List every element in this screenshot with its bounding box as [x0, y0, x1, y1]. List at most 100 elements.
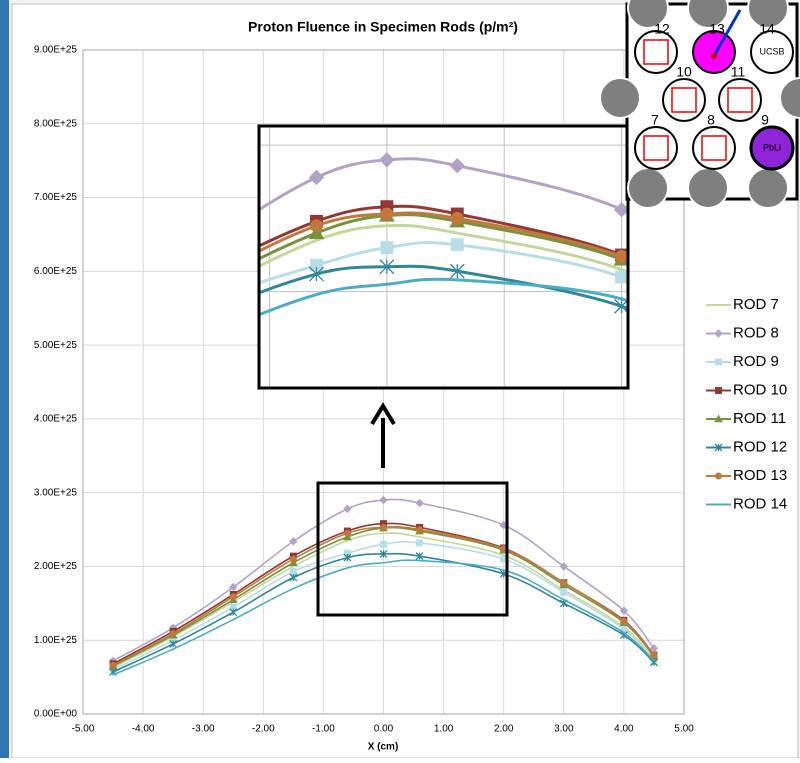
- grey-rod: [627, 167, 669, 209]
- x-tick-label: -2.00: [252, 724, 275, 735]
- marker: [229, 608, 238, 617]
- marker: [289, 573, 298, 582]
- rod-specimen: [643, 135, 669, 161]
- marker: [229, 582, 238, 592]
- y-tick-label: 6.00E+25: [34, 266, 78, 277]
- inset-series-line: [259, 223, 628, 274]
- marker: [650, 651, 658, 659]
- grey-rod: [687, 0, 729, 29]
- marker: [560, 579, 568, 587]
- marker: [715, 358, 722, 366]
- marker: [289, 568, 297, 576]
- x-tick-label: 3.00: [554, 724, 574, 735]
- series-line: [112, 532, 655, 669]
- grey-rod: [599, 77, 641, 119]
- marker: [559, 562, 569, 571]
- marker: [379, 495, 388, 505]
- x-tick-label: -3.00: [192, 724, 215, 735]
- series-line: [112, 559, 655, 676]
- grey-rod: [627, 0, 669, 29]
- rod: [749, 125, 795, 171]
- y-tick-label: 3.00E+25: [34, 487, 78, 498]
- inset-series-line: [259, 277, 628, 317]
- legend-label: ROD 8: [733, 324, 779, 341]
- rod-number: 10: [676, 64, 692, 80]
- marker: [169, 630, 177, 638]
- marker: [289, 555, 297, 563]
- rod-number: 13: [709, 21, 725, 37]
- marker: [229, 593, 237, 601]
- marker: [714, 443, 723, 452]
- x-tick-label: 4.00: [614, 724, 634, 735]
- marker: [450, 211, 464, 225]
- legend-label: ROD 7: [733, 296, 779, 313]
- x-tick-label: 5.00: [674, 724, 694, 735]
- probe: [712, 9, 742, 57]
- x-tick-label: -4.00: [132, 724, 155, 735]
- marker: [620, 617, 628, 625]
- marker: [109, 661, 117, 669]
- grey-rod: [747, 167, 789, 209]
- y-tick-label: 4.00E+25: [34, 414, 78, 425]
- marker: [310, 219, 323, 233]
- marker: [380, 540, 387, 548]
- zoom-box: [316, 481, 509, 617]
- rod-number: 9: [761, 112, 769, 128]
- marker: [343, 553, 352, 562]
- rod: [634, 126, 678, 170]
- rod: [718, 78, 762, 122]
- inset-frame: [257, 124, 630, 390]
- marker: [450, 238, 464, 252]
- rod-specimen: [643, 39, 669, 65]
- marker: [289, 537, 298, 546]
- plot: [108, 495, 659, 676]
- marker: [416, 526, 424, 534]
- marker: [715, 472, 722, 480]
- inset: [259, 126, 628, 388]
- rod: [750, 30, 794, 74]
- marker: [714, 414, 723, 423]
- probe-tip: [711, 53, 717, 59]
- rod-specimen: [727, 87, 753, 113]
- inset-background: [259, 126, 628, 388]
- zoom-arrow-head: [370, 402, 396, 426]
- rod-diagram: 12 13 14 10 11 7 8 9 UCSB PbLi: [599, 0, 800, 209]
- y-tick-label: 0.00E+00: [34, 709, 78, 720]
- x-tick-label: 2.00: [494, 724, 514, 735]
- x-axis-label: X (cm): [368, 742, 399, 753]
- rod-number: 11: [731, 64, 746, 80]
- marker: [380, 207, 394, 221]
- rod-tag: UCSB: [759, 46, 784, 56]
- grey-rod: [779, 77, 800, 119]
- rod-number: 7: [651, 112, 659, 128]
- rod: [692, 126, 736, 170]
- y-tick-label: 9.00E+25: [34, 45, 78, 56]
- rod-specimen: [701, 135, 727, 161]
- marker: [416, 539, 424, 547]
- marker: [380, 523, 387, 531]
- y-tick-label: 1.00E+25: [34, 635, 78, 646]
- marker: [560, 588, 568, 596]
- marker: [308, 169, 325, 186]
- window-edge: [0, 0, 9, 758]
- marker: [309, 266, 324, 282]
- plot-frame: [82, 49, 685, 715]
- marker: [714, 329, 723, 338]
- y-tick-label: 2.00E+25: [34, 561, 78, 572]
- legend-label: ROD 12: [733, 438, 787, 455]
- marker: [380, 241, 394, 255]
- legend: ROD 7 ROD 8 ROD 9 ROD 10 ROD 11 ROD 12 ROD 13 R…: [706, 296, 787, 512]
- marker: [615, 250, 628, 263]
- y-tick-label: 7.00E+25: [34, 192, 78, 203]
- y-tick-label: 8.00E+25: [34, 118, 78, 129]
- rod: [692, 30, 736, 74]
- marker: [343, 504, 352, 514]
- rod-tag: PbLi: [763, 142, 781, 152]
- marker: [379, 259, 395, 275]
- marker: [449, 157, 465, 174]
- grey-rod: [687, 167, 729, 209]
- marker: [379, 152, 395, 168]
- legend-label: ROD 10: [733, 381, 787, 398]
- legend-label: ROD 9: [733, 353, 779, 370]
